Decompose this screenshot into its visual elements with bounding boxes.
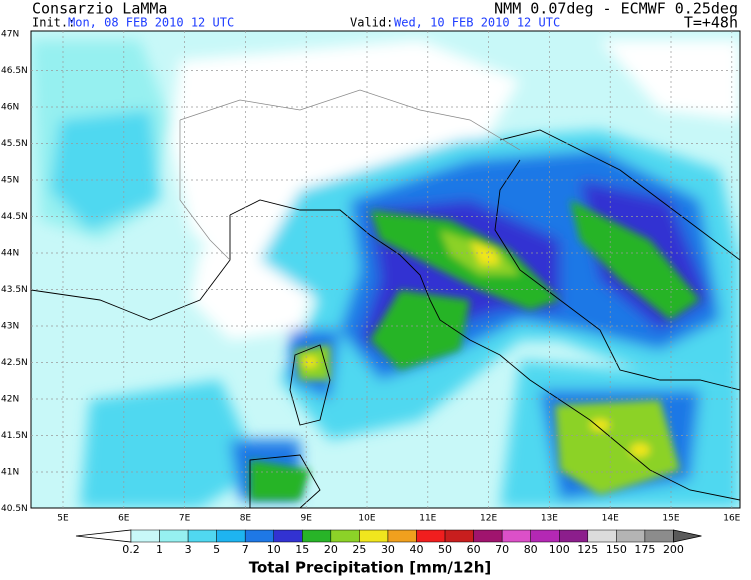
valid-date: Wed, 10 FEB 2010 12 UTC xyxy=(394,16,560,30)
colorbar-title: Total Precipitation [mm/12h] xyxy=(249,559,492,577)
colorbar-label: 200 xyxy=(663,543,684,556)
lead-time: T=+48h xyxy=(684,14,738,32)
colorbar-box xyxy=(244,529,274,543)
init-label: Init.: xyxy=(32,16,75,30)
colorbar-box xyxy=(330,529,360,543)
lat-label: 42.5N xyxy=(1,358,28,368)
colorbar-label: 100 xyxy=(549,543,570,556)
lon-label: 5E xyxy=(57,514,69,524)
lon-label: 10E xyxy=(358,514,375,524)
colorbar-box xyxy=(216,529,246,543)
lon-label: 16E xyxy=(723,514,740,524)
colorbar-label: 25 xyxy=(352,543,366,556)
lat-label: 44.5N xyxy=(1,212,28,222)
colorbar-box xyxy=(302,529,332,543)
valid-label: Valid: xyxy=(350,16,393,30)
colorbar-box xyxy=(587,529,617,543)
colorbar-label: 60 xyxy=(467,543,481,556)
colorbar-end xyxy=(673,529,702,543)
colorbar-box xyxy=(444,529,474,543)
lon-label: 9E xyxy=(300,514,312,524)
colorbar-box xyxy=(159,529,189,543)
lat-label: 40.5N xyxy=(1,504,28,514)
colorbar-box xyxy=(473,529,503,543)
colorbar-label: 50 xyxy=(438,543,452,556)
colorbar-label: 15 xyxy=(295,543,309,556)
colorbar-label: 80 xyxy=(524,543,538,556)
colorbar-box xyxy=(387,529,417,543)
colorbar-label: 5 xyxy=(213,543,220,556)
colorbar-box xyxy=(644,529,674,543)
colorbar-box xyxy=(130,529,160,543)
graticule xyxy=(31,31,740,508)
lat-label: 47N xyxy=(1,30,19,40)
colorbar-label: 7 xyxy=(242,543,249,556)
lat-label: 43.5N xyxy=(1,285,28,295)
colorbar-end xyxy=(75,529,132,543)
colorbar-box xyxy=(273,529,303,543)
lat-label: 46N xyxy=(1,103,19,113)
colorbar-label: 30 xyxy=(381,543,395,556)
lon-label: 6E xyxy=(118,514,130,524)
colorbar: 0.2 1 3 5 7 10 15 20 25 30 40 50 60 70 80 100 125 150 175 2… xyxy=(75,529,702,556)
colorbar-box xyxy=(530,529,560,543)
lon-label: 12E xyxy=(480,514,497,524)
init-date: Mon, 08 FEB 2010 12 UTC xyxy=(68,16,234,30)
colorbar-label: 175 xyxy=(634,543,655,556)
colorbar-box xyxy=(359,529,389,543)
colorbar-box xyxy=(501,529,531,543)
colorbar-label: 0.2 xyxy=(122,543,140,556)
lon-label: 15E xyxy=(662,514,679,524)
colorbar-box xyxy=(559,529,589,543)
lat-label: 44N xyxy=(1,249,19,259)
colorbar-label: 10 xyxy=(267,543,281,556)
colorbar-box xyxy=(187,529,217,543)
colorbar-label: 20 xyxy=(324,543,338,556)
colorbar-label: 125 xyxy=(577,543,598,556)
lat-label: 41.5N xyxy=(1,431,28,441)
lon-label: 14E xyxy=(602,514,619,524)
map-frame xyxy=(30,30,741,509)
model: NMM 0.07deg - ECMWF 0.25deg xyxy=(494,0,738,18)
colorbar-label: 1 xyxy=(156,543,163,556)
lat-label: 45.5N xyxy=(1,139,28,149)
colorbar-label: 150 xyxy=(606,543,627,556)
lon-label: 7E xyxy=(179,514,191,524)
colorbar-box xyxy=(416,529,446,543)
title: Consarzio LaMMa xyxy=(32,0,167,18)
colorbar-label: 70 xyxy=(495,543,509,556)
lat-label: 43N xyxy=(1,322,19,332)
lon-label: 8E xyxy=(240,514,252,524)
axis-labels: 47N 46.5N 46N 45.5N 45N 44.5N 44N 43.5N 43N 42.5N… xyxy=(1,30,741,524)
lat-label: 45N xyxy=(1,176,19,186)
colorbar-label: 40 xyxy=(410,543,424,556)
precip-field xyxy=(31,31,740,508)
colorbar-box xyxy=(616,529,646,543)
colorbar-label: 3 xyxy=(185,543,192,556)
lon-label: 13E xyxy=(541,514,558,524)
lat-label: 46.5N xyxy=(1,66,28,76)
lat-label: 41N xyxy=(1,468,19,478)
lon-label: 11E xyxy=(419,514,436,524)
lat-label: 42N xyxy=(1,395,19,405)
